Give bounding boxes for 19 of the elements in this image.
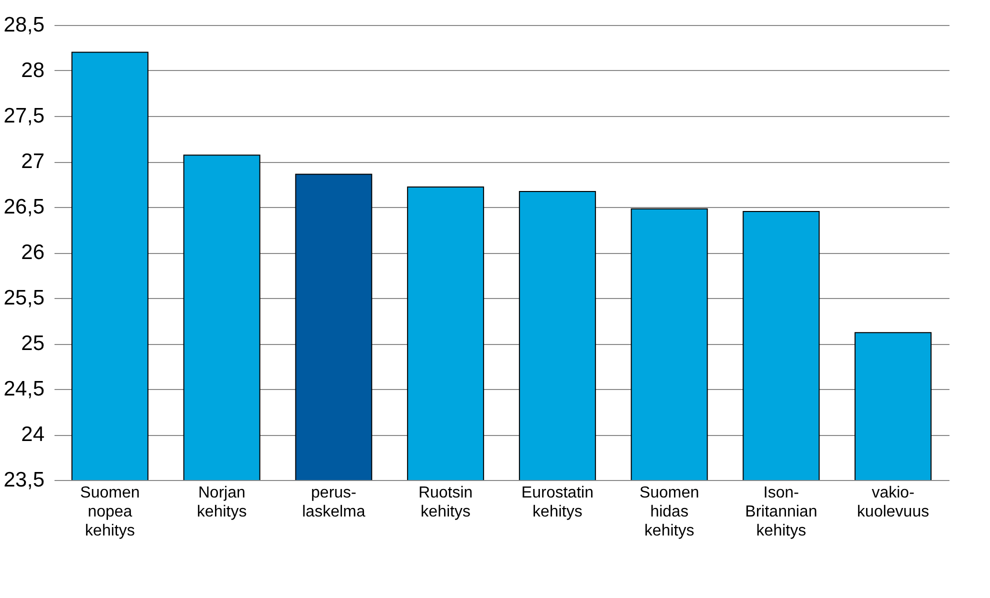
y-tick-label: 27,5 [4,104,44,128]
y-tick-label: 26,5 [4,196,44,218]
y-tick-label: 25,5 [4,286,44,310]
x-tick-label: Suomen hidas kehitys [640,484,700,540]
x-tick-label: Norjan kehitys [196,484,247,520]
x-tick-label: perus- laskelma [302,484,366,520]
y-tick-label: 25 [21,332,44,355]
y-tick-label: 24 [21,423,45,446]
x-tick-label: Ruotsin kehitys [418,484,473,520]
x-tick-label: Suomen nopea kehitys [80,484,140,540]
y-tick-label: 28,5 [4,14,44,36]
x-tick-label: Ison- Britannian kehitys [745,484,818,540]
x-tick-label: vakio- kuolevuus [857,484,930,520]
x-tick-label: Eurostatin kehitys [521,484,594,520]
y-tick-label: 24,5 [4,378,44,400]
y-tick-label: 23,5 [4,468,44,492]
y-tick-label: 28 [21,59,44,82]
y-tick-label: 26 [21,241,44,264]
y-tick-label: 27 [21,150,44,173]
